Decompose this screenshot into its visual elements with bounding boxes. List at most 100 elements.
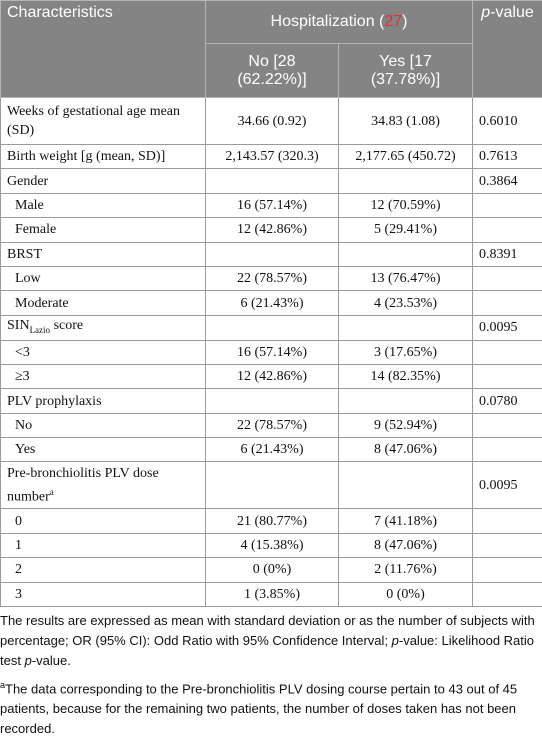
cell-value: 0 (0%) (252, 562, 292, 578)
value-cell: 4 (15.38%) (205, 532, 339, 559)
table-row: No 22 (78.57%) 9 (52.94%) (0, 412, 542, 439)
cell-value: 21 (80.77%) (237, 513, 307, 529)
footnote-text: a (0, 680, 6, 691)
table-row: ≥3 12 (42.86%) 14 (82.35%) (0, 363, 542, 390)
label-cell: Female (0, 217, 206, 243)
value-cell (205, 314, 339, 341)
cell-value: 2 (11.76%) (374, 562, 437, 578)
value-cell: 0 (0%) (205, 557, 339, 583)
header-text: Hospitalization ( (270, 13, 385, 30)
footnote-text: -value: Likelihood Ratio test (0, 633, 535, 669)
label-cell: PLV prophylaxis (0, 388, 206, 414)
cell-value: 3 (17.65%) (374, 344, 437, 360)
cell-value: 16 (57.14%) (237, 344, 307, 360)
value-cell: 12 (42.86%) (205, 217, 339, 243)
footnote: The results are expressed as mean with s… (0, 611, 542, 671)
table-row: Birth weight [g (mean, SD)] 2,143.57 (320… (0, 143, 542, 170)
value-cell (472, 532, 542, 559)
cell-value: 0.0780 (479, 393, 518, 409)
value-cell: 8 (47.06%) (337, 437, 474, 463)
cell-value: 16 (57.14%) (237, 197, 307, 213)
value-cell (472, 412, 542, 439)
label-cell: <3 (0, 339, 206, 365)
table-row: SINLazio score 0.0095 (0, 314, 542, 341)
cell-value: 12 (42.86%) (237, 222, 307, 238)
row-label-superscript: a (49, 487, 54, 498)
value-cell (472, 339, 542, 365)
cell-value: 12 (70.59%) (370, 197, 441, 213)
value-cell (472, 437, 542, 463)
label-cell: Gender (0, 168, 206, 194)
value-cell (337, 388, 474, 414)
header-text: Yes [17 (37.78%)] (370, 52, 441, 88)
table-row: 3 1 (3.85%) 0 (0%) (0, 581, 542, 608)
value-cell: 0 (0%) (337, 581, 474, 608)
row-label: Low (15, 271, 41, 287)
value-cell: 34.66 (0.92) (205, 97, 339, 145)
label-cell: Weeks of gestational age mean (SD) (0, 97, 206, 145)
value-cell: 0.0095 (472, 314, 542, 341)
cell-value: 8 (47.06%) (374, 538, 437, 554)
table-row: Male 16 (57.14%) 12 (70.59%) (0, 192, 542, 219)
header-text: Characteristics (7, 4, 113, 21)
value-cell: 12 (42.86%) (205, 363, 339, 390)
value-cell: 2,143.57 (320.3) (205, 143, 339, 170)
cell-value: 22 (78.57%) (237, 271, 307, 287)
label-cell: Pre-bronchiolitis PLV dose numbera (0, 461, 206, 510)
label-cell: ≥3 (0, 363, 206, 390)
cell-value: 12 (42.86%) (237, 369, 307, 385)
table-row: Gender 0.3864 (0, 168, 542, 194)
table-row: 1 4 (15.38%) 8 (47.06%) (0, 532, 542, 559)
row-label-subscript: Lazio (29, 324, 51, 335)
row-label: Moderate (15, 295, 69, 311)
label-cell: SINLazio score (0, 314, 206, 341)
header-text: p (481, 4, 491, 21)
value-cell: 21 (80.77%) (205, 508, 339, 534)
value-cell: 0.0780 (472, 388, 542, 414)
label-cell: Birth weight [g (mean, SD)] (0, 143, 206, 170)
cell-value: 1 (3.85%) (244, 586, 300, 602)
value-cell: 13 (76.47%) (337, 265, 474, 292)
header-cell: Yes [17 (37.78%)] (337, 43, 474, 98)
cell-value: 0.0095 (479, 320, 518, 336)
cell-value: 4 (15.38%) (240, 538, 304, 554)
cell-value: 0.0095 (479, 477, 518, 493)
header-text: -value (490, 4, 534, 21)
value-cell: 1 (3.85%) (205, 581, 339, 608)
header-text: No [28 (62.22%)] (237, 52, 307, 88)
label-cell: BRST (0, 241, 206, 267)
cell-value: 8 (47.06%) (374, 442, 437, 458)
row-label: 1 (15, 538, 22, 554)
value-cell: 0.3864 (472, 168, 542, 194)
cell-value: 0 (0%) (386, 586, 425, 602)
footnotes: The results are expressed as mean with s… (0, 607, 542, 739)
row-label: 3 (15, 586, 22, 602)
value-cell (472, 217, 542, 243)
value-cell (472, 557, 542, 583)
value-cell (472, 192, 542, 219)
row-label: 2 (15, 562, 22, 578)
value-cell (337, 314, 474, 341)
header-total: 27 (384, 13, 403, 30)
results-table: Characteristics Hospitalization (27) p-v… (0, 0, 542, 608)
cell-value: 5 (29.41%) (374, 222, 437, 238)
value-cell: 6 (21.43%) (205, 290, 339, 316)
value-cell (337, 241, 474, 267)
value-cell (472, 265, 542, 292)
value-cell: 6 (21.43%) (205, 437, 339, 463)
table-row: <3 16 (57.14%) 3 (17.65%) (0, 339, 542, 365)
label-cell: 1 (0, 532, 206, 559)
header-cell: No [28 (62.22%)] (205, 43, 339, 98)
row-label: Yes (15, 442, 36, 458)
row-label: 0 (15, 513, 22, 529)
cell-value: 0.3864 (479, 173, 518, 189)
row-label: score (50, 317, 84, 333)
value-cell: 16 (57.14%) (205, 339, 339, 365)
table-row: 2 0 (0%) 2 (11.76%) (0, 557, 542, 583)
cell-value: 7 (41.18%) (374, 513, 437, 529)
row-label: ≥3 (15, 369, 30, 385)
header-cell: p-value (472, 0, 542, 98)
value-cell: 2,177.65 (450.72) (337, 143, 474, 170)
row-label: SIN (7, 317, 30, 333)
